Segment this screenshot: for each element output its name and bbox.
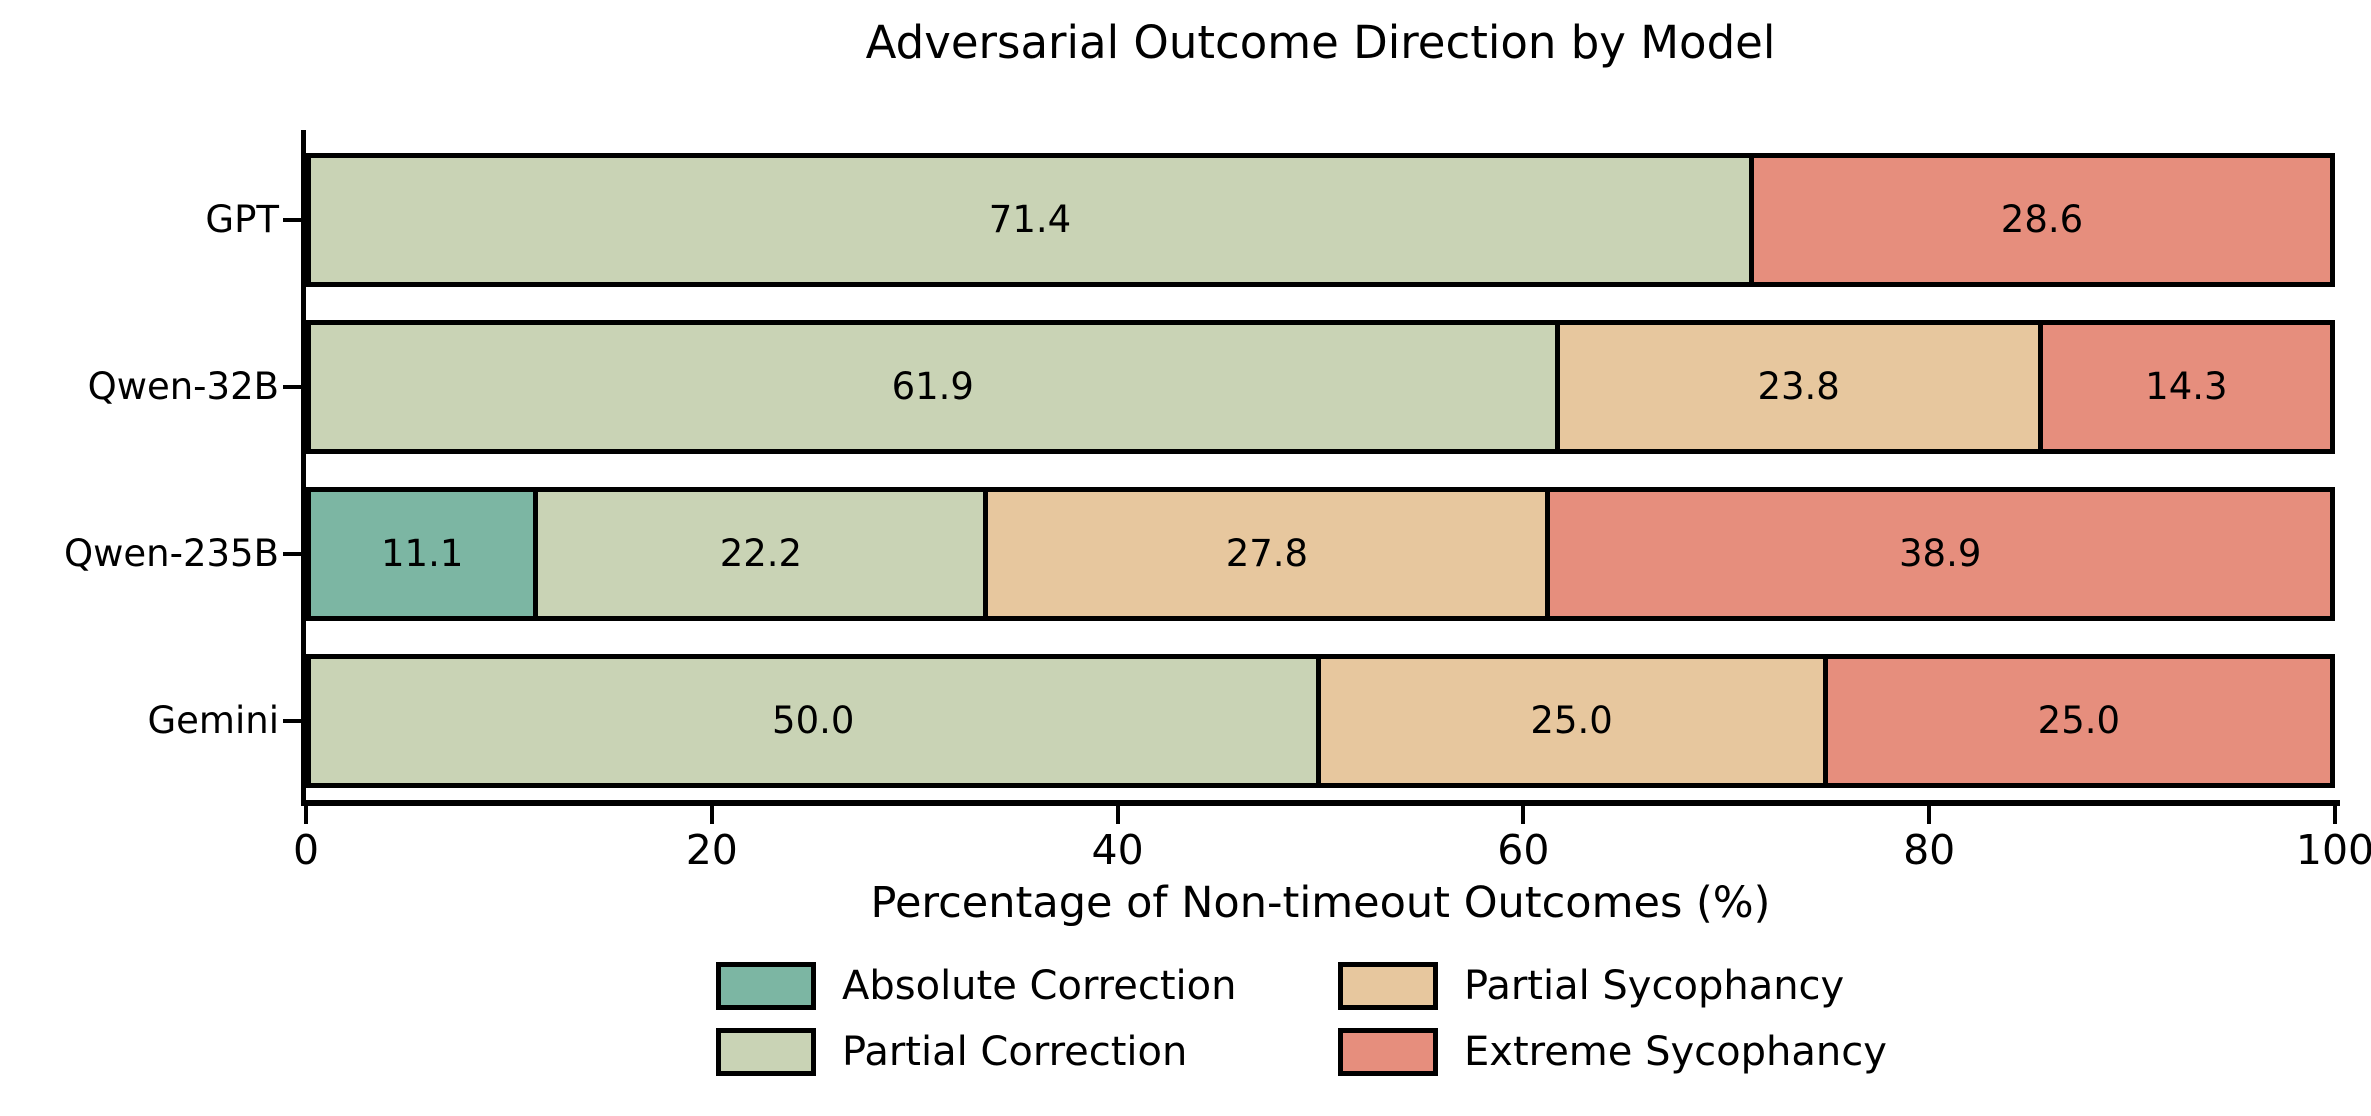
legend-label: Partial Sycophancy	[1464, 963, 1845, 1009]
bar-segment: 14.3	[2037, 324, 2330, 449]
x-tick	[2333, 806, 2337, 824]
y-tick	[283, 384, 301, 389]
bar-segment: 28.6	[1749, 157, 2330, 282]
bar-segment: 11.1	[311, 491, 534, 616]
bar-value-label: 14.3	[2145, 365, 2228, 408]
bar-segment: 27.8	[983, 491, 1546, 616]
legend-swatch-partial-correction	[716, 1028, 816, 1076]
bar-value-label: 28.6	[2000, 198, 2084, 241]
bar-row-qwen-32b: 61.9 23.8 14.3	[306, 319, 2335, 454]
bar-segment: 61.9	[311, 324, 1555, 449]
x-tick	[709, 806, 714, 824]
chart-title: Adversarial Outcome Direction by Model	[865, 16, 1776, 69]
bar-segment: 50.0	[311, 658, 1316, 783]
y-tick-label: Gemini	[147, 698, 280, 742]
x-tick-label: 60	[1497, 826, 1550, 874]
bar-value-label: 38.9	[1899, 532, 1982, 575]
bar-segment: 22.2	[533, 491, 984, 616]
bar-segment: 71.4	[311, 157, 1749, 282]
y-tick-label: GPT	[205, 197, 279, 241]
x-tick-label: 20	[685, 826, 738, 874]
bar-value-label: 25.0	[2037, 699, 2121, 742]
y-tick	[283, 551, 301, 556]
legend-label: Absolute Correction	[842, 963, 1237, 1009]
bar-value-label: 23.8	[1757, 365, 1840, 408]
y-tick	[283, 718, 301, 723]
bar-value-label: 11.1	[381, 532, 464, 575]
y-tick	[283, 217, 301, 222]
bar-segment: 23.8	[1554, 324, 2038, 449]
bar-value-label: 25.0	[1530, 699, 1613, 742]
x-axis-spine	[301, 800, 2340, 806]
bar-segment: 38.9	[1545, 491, 2330, 616]
bar-row-gpt: 71.4 28.6	[306, 152, 2335, 287]
bar-value-label: 50.0	[772, 699, 855, 742]
y-tick-label: Qwen-32B	[87, 364, 279, 408]
legend-swatch-partial-sycophancy	[1338, 962, 1438, 1010]
bar-row-gemini: 50.0 25.0 25.0	[306, 653, 2335, 788]
bar-segment: 25.0	[1315, 658, 1823, 783]
x-tick	[1521, 806, 1526, 824]
y-axis-spine	[301, 130, 306, 806]
legend-swatch-extreme-sycophancy	[1338, 1028, 1438, 1076]
x-tick	[304, 806, 308, 824]
x-axis-label: Percentage of Non-timeout Outcomes (%)	[870, 878, 1771, 928]
bar-value-label: 27.8	[1225, 532, 1309, 575]
x-tick-label: 100	[2295, 826, 2371, 874]
bar-value-label: 61.9	[891, 365, 974, 408]
x-tick	[1927, 806, 1932, 824]
bar-segment: 25.0	[1822, 658, 2330, 783]
y-tick-label: Qwen-235B	[64, 531, 279, 575]
legend-label: Extreme Sycophancy	[1464, 1029, 1887, 1075]
x-tick-label: 40	[1091, 826, 1144, 874]
x-tick	[1115, 806, 1120, 824]
bar-value-label: 22.2	[719, 532, 803, 575]
legend-label: Partial Correction	[842, 1029, 1188, 1075]
legend-swatch-absolute-correction	[716, 962, 816, 1010]
bar-value-label: 71.4	[988, 198, 1072, 241]
x-tick-label: 0	[292, 826, 320, 874]
bar-row-qwen-235b: 11.1 22.2 27.8 38.9	[306, 486, 2335, 621]
x-tick-label: 80	[1903, 826, 1956, 874]
